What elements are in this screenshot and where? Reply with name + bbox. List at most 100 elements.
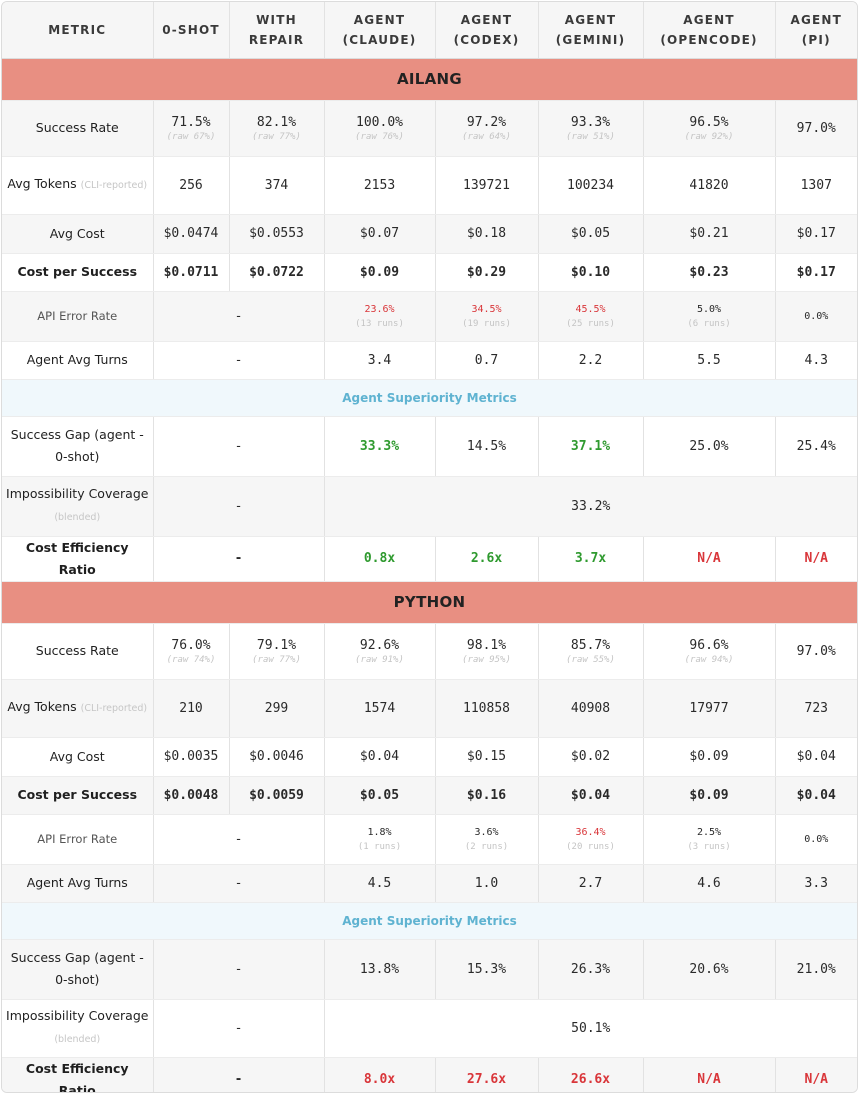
table-cell: 0.8x <box>324 536 436 582</box>
table-cell: 98.1% (raw 95%) <box>435 623 539 680</box>
subsection-title: Agent Superiority Metrics <box>2 902 857 940</box>
table-cell: 97.0% <box>775 100 857 157</box>
section-title: AILANG <box>2 58 857 101</box>
section-python: PYTHON <box>2 581 857 624</box>
metric-label: Agent Avg Turns <box>2 864 154 903</box>
table-cell: 15.3% <box>435 939 539 1000</box>
metric-label: Impossibility Coverage (blended) <box>2 999 154 1058</box>
table-row: Avg Tokens (CLI-reported) 256 374 2153 1… <box>2 156 857 215</box>
table-cell: N/A <box>775 1057 857 1092</box>
table-cell: $0.17 <box>775 214 857 254</box>
table-cell: $0.04 <box>324 737 436 777</box>
metric-label: API Error Rate <box>2 291 154 342</box>
table-cell: $0.23 <box>643 253 776 292</box>
table-cell: 374 <box>229 156 325 215</box>
table-row: Impossibility Coverage (blended) - 33.2% <box>2 476 857 537</box>
table-cell: 5.0% (6 runs) <box>643 291 776 342</box>
table-row: Impossibility Coverage (blended) - 50.1% <box>2 999 857 1058</box>
table-cell: N/A <box>643 1057 776 1092</box>
table-cell: $0.0035 <box>153 737 230 777</box>
table-row: Avg Cost $0.0474 $0.0553 $0.07 $0.18 $0.… <box>2 214 857 254</box>
table-cell: 8.0x <box>324 1057 436 1092</box>
table-cell: 100.0% (raw 76%) <box>324 100 436 157</box>
subsection-agent-superiority: Agent Superiority Metrics <box>2 902 857 940</box>
table-cell: $0.0711 <box>153 253 230 292</box>
table-cell: $0.07 <box>324 214 436 254</box>
table-cell: - <box>153 341 325 380</box>
table-cell: $0.16 <box>435 776 539 815</box>
table-cell: 5.5 <box>643 341 776 380</box>
table-cell: $0.04 <box>775 776 857 815</box>
table-cell: 36.4% (20 runs) <box>538 814 644 865</box>
table-cell: N/A <box>643 536 776 582</box>
header-zero-shot: 0-shot <box>153 2 230 59</box>
metric-label: Avg Cost <box>2 737 154 777</box>
header-agent-gemini: Agent (gemini) <box>538 2 644 59</box>
metric-label: Success Rate <box>2 100 154 157</box>
table-row: Avg Tokens (CLI-reported) 210 299 1574 1… <box>2 679 857 738</box>
table-cell: 3.3 <box>775 864 857 903</box>
metric-label: Success Gap (agent - 0-shot) <box>2 939 154 1000</box>
table-cell: 34.5% (19 runs) <box>435 291 539 342</box>
table-cell: - <box>153 1057 325 1092</box>
table-cell: 723 <box>775 679 857 738</box>
table-row: Agent Avg Turns - 3.4 0.7 2.2 5.5 4.3 <box>2 341 857 380</box>
table-cell: 25.0% <box>643 416 776 477</box>
table-cell: 97.0% <box>775 623 857 680</box>
table-cell: 2153 <box>324 156 436 215</box>
table-row: Success Rate 71.5% (raw 67%) 82.1% (raw 77… <box>2 100 857 157</box>
table-cell: $0.02 <box>538 737 644 777</box>
table-row: Cost Efficiency Ratio - 8.0x 27.6x 26.6x… <box>2 1057 857 1092</box>
table-cell: 85.7% (raw 55%) <box>538 623 644 680</box>
table-cell: - <box>153 536 325 582</box>
table-cell: $0.18 <box>435 214 539 254</box>
table-cell: 93.3% (raw 51%) <box>538 100 644 157</box>
table-cell: - <box>153 864 325 903</box>
table-cell: 45.5% (25 runs) <box>538 291 644 342</box>
header-agent-codex: Agent (codex) <box>435 2 539 59</box>
table-cell: 21.0% <box>775 939 857 1000</box>
table-row: Agent Avg Turns - 4.5 1.0 2.7 4.6 3.3 <box>2 864 857 903</box>
table-row: API Error Rate - 1.8% (1 runs) 3.6% (2 run… <box>2 814 857 865</box>
table-cell: 4.6 <box>643 864 776 903</box>
table-cell: 82.1% (raw 77%) <box>229 100 325 157</box>
table-cell: 3.6% (2 runs) <box>435 814 539 865</box>
metric-label: Cost Efficiency Ratio <box>2 536 154 582</box>
table-cell: 0.0% <box>775 814 857 865</box>
table-cell: $0.0048 <box>153 776 230 815</box>
table-cell: $0.0046 <box>229 737 325 777</box>
table-cell: - <box>153 476 325 537</box>
table-cell: $0.0059 <box>229 776 325 815</box>
table-cell: 2.5% (3 runs) <box>643 814 776 865</box>
header-row: Metric 0-shot With Repair Agent (claude)… <box>2 2 857 59</box>
table-cell: $0.17 <box>775 253 857 292</box>
table-cell: 92.6% (raw 91%) <box>324 623 436 680</box>
header-agent-claude: Agent (claude) <box>324 2 436 59</box>
metric-label: Avg Tokens (CLI-reported) <box>2 156 154 215</box>
table-cell: $0.04 <box>775 737 857 777</box>
table-cell: - <box>153 416 325 477</box>
table-cell: 33.3% <box>324 416 436 477</box>
table-cell: 0.0% <box>775 291 857 342</box>
table-cell: 1.0 <box>435 864 539 903</box>
table-cell: 3.4 <box>324 341 436 380</box>
table-cell: 2.7 <box>538 864 644 903</box>
header-with-repair: With Repair <box>229 2 325 59</box>
table-cell: $0.05 <box>538 214 644 254</box>
table-cell: 40908 <box>538 679 644 738</box>
table-cell: 23.6% (13 runs) <box>324 291 436 342</box>
table-cell: 79.1% (raw 77%) <box>229 623 325 680</box>
metric-label: Cost per Success <box>2 776 154 815</box>
table-cell: $0.15 <box>435 737 539 777</box>
table-cell: 110858 <box>435 679 539 738</box>
table-cell: 0.7 <box>435 341 539 380</box>
table-row: Cost per Success $0.0048 $0.0059 $0.05 $… <box>2 776 857 815</box>
table-cell: 210 <box>153 679 230 738</box>
table-cell: $0.09 <box>643 776 776 815</box>
table-cell: 27.6x <box>435 1057 539 1092</box>
table-cell: 26.3% <box>538 939 644 1000</box>
table-cell: 26.6x <box>538 1057 644 1092</box>
table-cell: 2.2 <box>538 341 644 380</box>
table-cell: 76.0% (raw 74%) <box>153 623 230 680</box>
